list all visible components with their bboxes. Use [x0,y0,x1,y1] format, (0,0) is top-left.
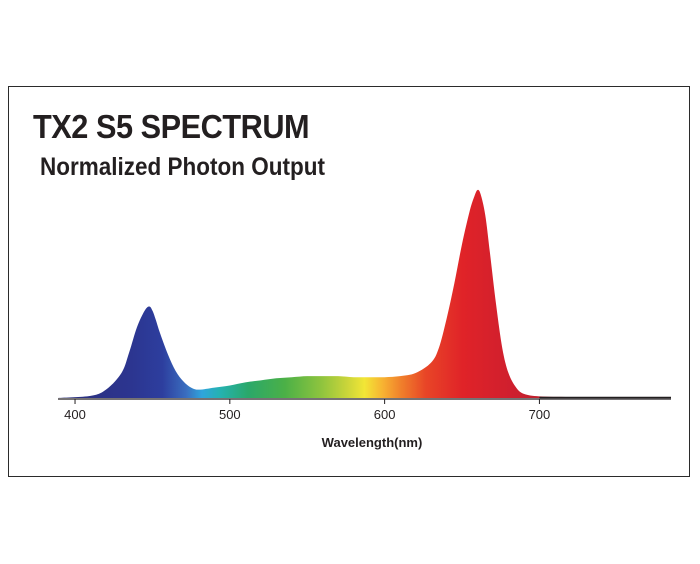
x-axis-ticks: 400 500 600 700 [64,399,550,422]
x-tick-label-500: 500 [219,407,241,422]
chart-title: TX2 S5 SPECTRUM [33,108,310,145]
x-tick-label-400: 400 [64,407,86,422]
x-tick-label-600: 600 [374,407,396,422]
chart-frame [8,86,690,477]
x-axis-label: Wavelength(nm) [322,435,423,450]
x-tick-label-700: 700 [529,407,551,422]
spectrum-area [58,189,671,398]
chart-subtitle: Normalized Photon Output [40,153,325,181]
